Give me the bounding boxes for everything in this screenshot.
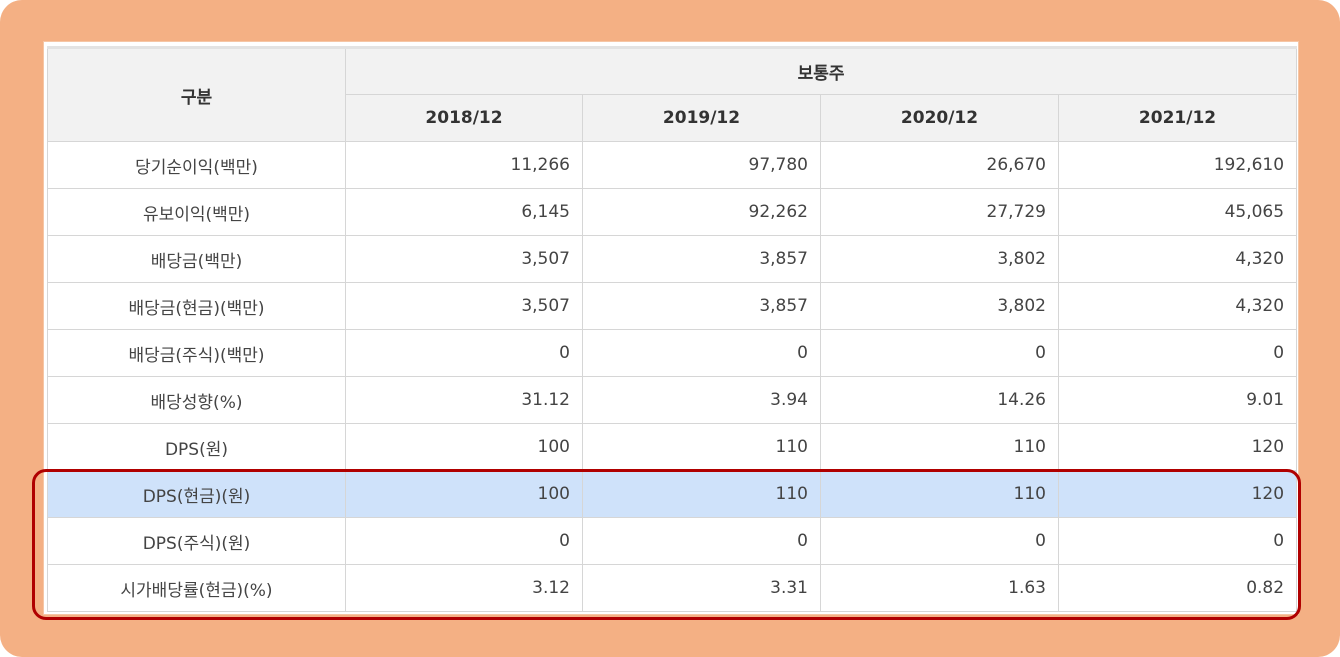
row-value: 3,507 (345, 235, 583, 283)
row-value: 0 (820, 329, 1059, 377)
header-category: 구분 (47, 46, 346, 142)
row-label: 배당금(백만) (47, 235, 346, 283)
row-value: 3,857 (582, 282, 821, 330)
table-row: 배당금(현금)(백만) 3,507 3,857 3,802 4,320 (47, 282, 1298, 330)
row-value: 92,262 (582, 188, 821, 236)
row-value: 27,729 (820, 188, 1059, 236)
row-value: 0.82 (1057, 564, 1298, 612)
row-value: 6,145 (345, 188, 583, 236)
row-label: 배당성향(%) (47, 376, 346, 424)
row-label: 배당금(주식)(백만) (47, 329, 346, 377)
row-value: 4,320 (1057, 282, 1298, 330)
row-value: 110 (820, 470, 1059, 518)
table-row: 당기순이익(백만) 11,266 97,780 26,670 192,610 (47, 141, 1298, 189)
header-period: 2021/12 (1057, 94, 1298, 142)
row-value: 192,610 (1057, 141, 1298, 189)
row-value: 14.26 (820, 376, 1059, 424)
row-label: 시가배당률(현금)(%) (47, 564, 346, 612)
table-row: 배당성향(%) 31.12 3.94 14.26 9.01 (47, 376, 1298, 424)
row-label: DPS(현금)(원) (47, 470, 346, 518)
row-value: 120 (1057, 470, 1298, 518)
table-row: 유보이익(백만) 6,145 92,262 27,729 45,065 (47, 188, 1298, 236)
row-value: 100 (345, 470, 583, 518)
row-value: 0 (820, 517, 1059, 565)
row-value: 0 (1057, 329, 1298, 377)
header-row-periods: 2018/12 2019/12 2020/12 2021/12 (48, 94, 1298, 142)
row-value: 110 (582, 423, 821, 471)
row-label: DPS(주식)(원) (47, 517, 346, 565)
row-label: 유보이익(백만) (47, 188, 346, 236)
row-value: 120 (1057, 423, 1298, 471)
row-value: 3.12 (345, 564, 583, 612)
row-value: 0 (345, 517, 583, 565)
row-label: 당기순이익(백만) (47, 141, 346, 189)
dividend-table: 구분 보통주 2018/12 2019/12 2020/12 2021/12 당… (47, 46, 1298, 612)
row-value: 3,507 (345, 282, 583, 330)
row-value: 0 (345, 329, 583, 377)
header-period: 2018/12 (345, 94, 583, 142)
row-value: 11,266 (345, 141, 583, 189)
table-row: DPS(주식)(원) 0 0 0 0 (47, 517, 1298, 565)
row-value: 3.31 (582, 564, 821, 612)
header-period: 2020/12 (820, 94, 1059, 142)
table-row: 배당금(주식)(백만) 0 0 0 0 (47, 329, 1298, 377)
row-value: 1.63 (820, 564, 1059, 612)
table-row-highlighted[interactable]: DPS(현금)(원) 100 110 110 120 (47, 470, 1298, 518)
row-value: 97,780 (582, 141, 821, 189)
row-value: 3,802 (820, 235, 1059, 283)
table-row: 시가배당률(현금)(%) 3.12 3.31 1.63 0.82 (47, 564, 1298, 612)
row-value: 0 (582, 517, 821, 565)
table-row: DPS(원) 100 110 110 120 (47, 423, 1298, 471)
row-value: 0 (1057, 517, 1298, 565)
header-row-group: 구분 보통주 (47, 46, 1298, 142)
row-value: 26,670 (820, 141, 1059, 189)
row-value: 31.12 (345, 376, 583, 424)
row-value: 110 (820, 423, 1059, 471)
row-value: 9.01 (1057, 376, 1298, 424)
header-group: 보통주 (344, 46, 1298, 95)
row-value: 4,320 (1057, 235, 1298, 283)
row-value: 3,857 (582, 235, 821, 283)
row-label: DPS(원) (47, 423, 346, 471)
row-value: 100 (345, 423, 583, 471)
header-period: 2019/12 (582, 94, 821, 142)
row-value: 3.94 (582, 376, 821, 424)
row-value: 45,065 (1057, 188, 1298, 236)
row-value: 3,802 (820, 282, 1059, 330)
row-value: 110 (582, 470, 821, 518)
table-row: 배당금(백만) 3,507 3,857 3,802 4,320 (47, 235, 1298, 283)
row-label: 배당금(현금)(백만) (47, 282, 346, 330)
row-value: 0 (582, 329, 821, 377)
